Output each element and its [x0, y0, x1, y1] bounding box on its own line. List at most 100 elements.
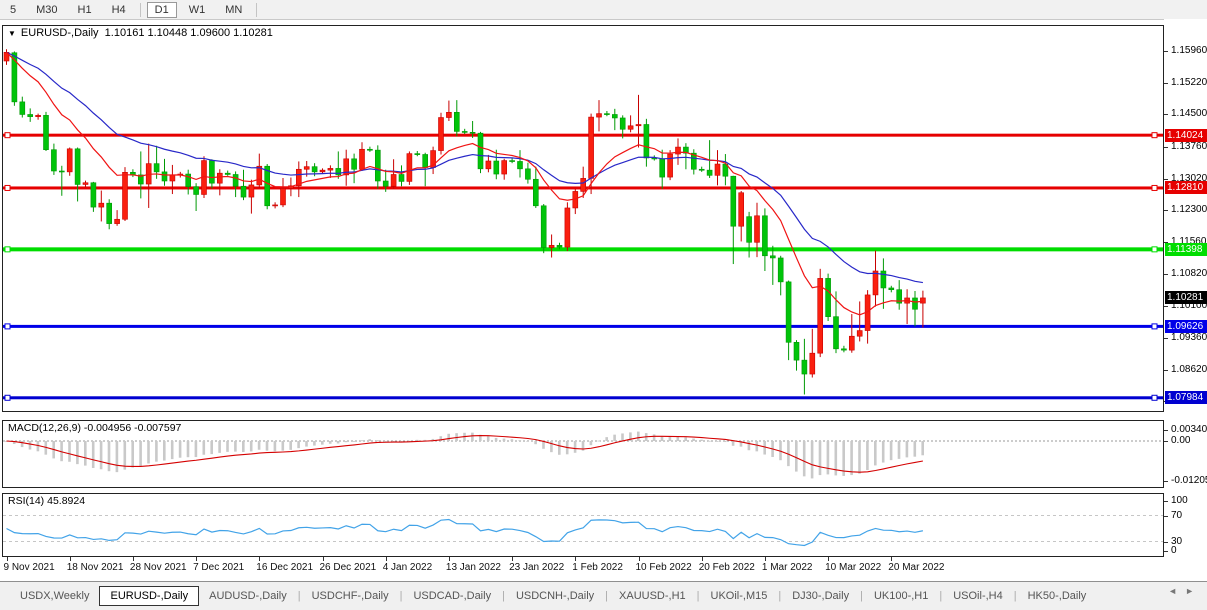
chart-tab-usdx[interactable]: USDX,Weekly — [20, 590, 90, 602]
date-tick — [764, 557, 766, 561]
line-handle-icon[interactable] — [1151, 246, 1158, 253]
tab-divider: | — [939, 590, 943, 602]
rsi-tick-label: 30 — [1171, 535, 1183, 547]
toolbar-divider — [256, 2, 258, 17]
price-tick-label-tick — [1164, 146, 1168, 148]
price-tick-label-tick — [1164, 274, 1168, 276]
horizontal-level-line[interactable] — [3, 132, 1163, 139]
date-tick — [638, 557, 640, 561]
horizontal-level-line[interactable] — [3, 246, 1163, 253]
date-label: 4 Jan 2022 — [382, 562, 433, 573]
tab-divider: | — [1013, 590, 1017, 602]
date-label: 20 Feb 2022 — [698, 562, 755, 573]
tab-divider: | — [778, 590, 782, 602]
date-label: 1 Mar 2022 — [761, 562, 813, 573]
chart-tab-eurusd[interactable]: EURUSD-,Daily — [99, 586, 200, 606]
price-level-badge: 1.14024 — [1165, 128, 1207, 142]
candles — [3, 49, 926, 395]
line-handle-icon[interactable] — [1151, 132, 1158, 139]
timeframe-button-d1[interactable]: D1 — [146, 1, 177, 18]
line-handle-icon[interactable] — [4, 132, 11, 139]
date-tick — [448, 557, 450, 561]
price-tick-label: 1.15220 — [1171, 77, 1207, 89]
chart-tab-usdcad[interactable]: USDCAD-,Daily — [413, 590, 492, 602]
macd-tick-label: 0.00 — [1171, 435, 1191, 446]
line-handle-icon[interactable] — [4, 184, 11, 191]
line-handle-icon[interactable] — [4, 323, 11, 330]
line-handle-icon[interactable] — [4, 246, 11, 253]
date-label: 26 Dec 2021 — [319, 562, 377, 573]
macd-indicator-plot[interactable] — [2, 420, 1164, 488]
date-tick — [322, 557, 324, 561]
chart-tab-dj30[interactable]: DJ30-,Daily — [792, 590, 850, 602]
rsi-indicator-plot[interactable] — [2, 493, 1164, 557]
date-tick — [701, 557, 703, 561]
ema-slow-line — [6, 51, 923, 284]
date-label: 10 Mar 2022 — [825, 562, 882, 573]
chart-tab-usdcnh[interactable]: USDCNH-,Daily — [515, 590, 595, 602]
chart-tab-uk100[interactable]: UK100-,H1 — [873, 590, 929, 602]
date-label: 13 Jan 2022 — [445, 562, 501, 573]
horizontal-level-line[interactable] — [3, 394, 1163, 401]
macd-signal-line — [6, 435, 923, 473]
macd-values: -0.004956 -0.007597 — [83, 422, 182, 434]
price-level-badge: 1.07984 — [1165, 391, 1207, 405]
chart-tab-usdchf[interactable]: USDCHF-,Daily — [311, 590, 389, 602]
macd-tick-label-tick — [1164, 480, 1168, 482]
price-tick-label-tick — [1164, 242, 1168, 244]
line-handle-icon[interactable] — [1151, 184, 1158, 191]
timeframe-button-5[interactable]: 5 — [10, 3, 17, 16]
line-handle-icon[interactable] — [1151, 323, 1158, 330]
price-tick-label: 1.15960 — [1171, 45, 1207, 56]
price-tick-label-tick — [1164, 178, 1168, 180]
price-tick-label-tick — [1164, 114, 1168, 116]
date-tick — [196, 557, 198, 561]
price-tick-label: 1.11560 — [1171, 236, 1207, 248]
timeframe-toolbar: 5 M30 H1 H4 D1 W1 MN — [0, 0, 1207, 20]
tab-divider: | — [399, 590, 403, 602]
chart-tab-xauusd[interactable]: XAUUSD-,H1 — [619, 590, 686, 602]
price-chart-plot[interactable] — [2, 25, 1164, 412]
date-label: 23 Jan 2022 — [509, 562, 565, 573]
price-tick-label: 1.13760 — [1171, 140, 1207, 152]
timeframe-button-m30[interactable]: M30 — [36, 3, 58, 16]
date-label: 16 Dec 2021 — [256, 562, 314, 573]
toolbar-divider — [139, 2, 141, 17]
date-label: 9 Nov 2021 — [3, 562, 55, 573]
price-tick-label-tick — [1164, 51, 1168, 52]
tab-scroll-right-icon[interactable]: ► — [1185, 586, 1202, 596]
chart-tab-audusd[interactable]: AUDUSD-,Daily — [209, 590, 287, 602]
date-tick — [828, 557, 830, 561]
symbol-period-label: EURUSD-,Daily — [20, 27, 99, 39]
horizontal-level-line[interactable] — [3, 323, 1163, 330]
timeframe-button-mn[interactable]: MN — [225, 3, 243, 16]
chart-tab-ukoil[interactable]: UKOil-,M15 — [710, 590, 768, 602]
tab-divider: | — [502, 590, 505, 602]
date-tick — [6, 557, 8, 561]
timeframe-button-h1[interactable]: H1 — [77, 3, 92, 16]
date-tick — [385, 557, 387, 561]
price-level-badge: 1.11398 — [1165, 242, 1207, 256]
chart-tab-hk50[interactable]: HK50-,Daily — [1027, 590, 1087, 602]
date-tick — [512, 557, 514, 561]
chevron-down-icon[interactable]: ▼ — [8, 29, 16, 38]
ema-fast-line — [6, 51, 923, 316]
chart-legend: ▼ EURUSD-,Daily 1.10161 1.10448 1.09600 1… — [8, 27, 273, 39]
timeframe-button-h4[interactable]: H4 — [111, 3, 126, 16]
tab-divider: | — [860, 590, 863, 602]
line-handle-icon[interactable] — [1151, 394, 1158, 401]
rsi-tick-label: 100 — [1171, 495, 1188, 506]
rsi-tick-label-tick — [1164, 551, 1168, 552]
timeframe-button-w1[interactable]: W1 — [188, 3, 206, 16]
price-tick-label: 1.09360 — [1171, 331, 1207, 343]
line-handle-icon[interactable] — [4, 394, 11, 401]
date-label: 28 Nov 2021 — [129, 562, 187, 573]
date-label: 18 Nov 2021 — [66, 562, 124, 573]
macd-tick-label-tick — [1164, 441, 1168, 442]
tab-divider: | — [297, 590, 301, 602]
macd-name: MACD(12,26,9) — [8, 422, 81, 434]
chart-tab-usoil[interactable]: USOil-,H4 — [953, 590, 1003, 602]
tab-scroll-left-icon[interactable]: ◄ — [1168, 586, 1186, 596]
rsi-label: RSI(14) 45.8924 — [8, 495, 85, 507]
